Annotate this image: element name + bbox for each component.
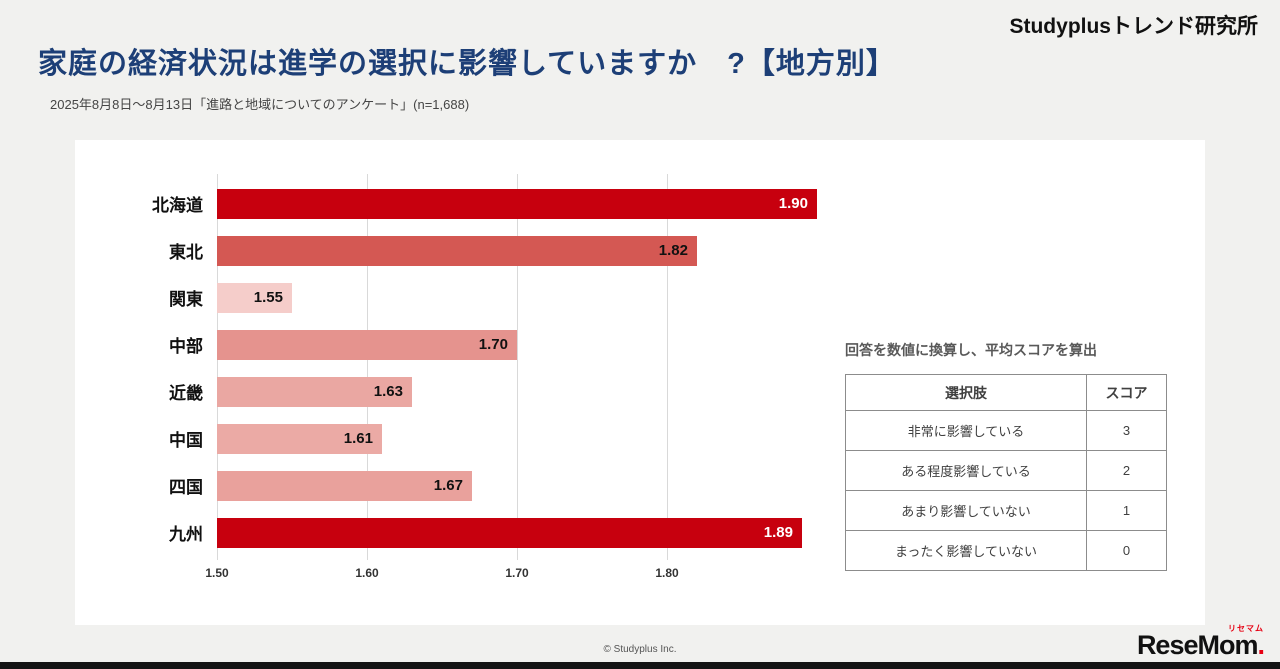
category-label: 東北 — [169, 243, 203, 262]
bar-track: 1.67 — [217, 470, 817, 501]
page-title: 家庭の経済状況は進学の選択に影響していますか ?【地方別】 — [38, 48, 896, 80]
score-table-header-row: 選択肢 スコア — [845, 374, 1167, 411]
score-table-row: 非常に影響している 3 — [845, 410, 1167, 451]
category-label: 近畿 — [169, 384, 203, 403]
score-table: 選択肢 スコア 非常に影響している 3 ある程度影響している 2 あまり影響していない 1… — [845, 374, 1167, 571]
bar-row: 中国 1.61 — [87, 415, 829, 462]
score-value-cell: 0 — [1086, 530, 1167, 571]
score-table-row: あまり影響していない 1 — [845, 490, 1167, 531]
bar-row: 関東 1.55 — [87, 274, 829, 321]
category-label: 北海道 — [152, 196, 203, 215]
bar-track: 1.55 — [217, 282, 817, 313]
bar-track: 1.63 — [217, 376, 817, 407]
bar-value-label: 1.55 — [253, 289, 283, 306]
score-table-header-choice: 選択肢 — [845, 374, 1087, 411]
resemom-dot: . — [1257, 630, 1264, 660]
category-label: 九州 — [169, 525, 203, 544]
score-value-cell: 1 — [1086, 490, 1167, 531]
bar-track: 1.89 — [217, 517, 817, 548]
bar: 1.55 — [217, 282, 292, 313]
bar-rows: 北海道 1.90 東北 1.82 関東 1.55 中部 1.70 近畿 1.63 中国 1.61 四国 1… — [87, 180, 829, 556]
bar: 1.67 — [217, 470, 472, 501]
bar-row: 中部 1.70 — [87, 321, 829, 368]
score-table-note: 回答を数値に換算し、平均スコアを算出 — [845, 342, 1097, 358]
copyright-text: © Studyplus Inc. — [603, 644, 677, 655]
score-value-cell: 3 — [1086, 410, 1167, 451]
bar: 1.70 — [217, 329, 517, 360]
bar: 1.61 — [217, 423, 382, 454]
gridline — [667, 174, 668, 560]
bar-track: 1.82 — [217, 235, 817, 266]
bar-row: 九州 1.89 — [87, 509, 829, 556]
score-value-cell: 2 — [1086, 450, 1167, 491]
bar-value-label: 1.67 — [433, 477, 463, 494]
x-tick-label: 1.50 — [205, 566, 229, 580]
bar-row: 北海道 1.90 — [87, 180, 829, 227]
bar-value-label: 1.61 — [343, 430, 373, 447]
score-choice-cell: あまり影響していない — [845, 490, 1087, 531]
score-choice-cell: ある程度影響している — [845, 450, 1087, 491]
bar-track: 1.61 — [217, 423, 817, 454]
bar-value-label: 1.82 — [658, 242, 688, 259]
bar-value-label: 1.90 — [778, 195, 808, 212]
gridline — [367, 174, 368, 560]
bar-row: 東北 1.82 — [87, 227, 829, 274]
resemom-logo: リセマム ReseMom. — [1136, 623, 1265, 660]
bar-row: 四国 1.67 — [87, 462, 829, 509]
bar: 1.82 — [217, 235, 697, 266]
score-legend-section: 回答を数値に換算し、平均スコアを算出 選択肢 スコア 非常に影響している 3 ある程… — [845, 140, 1185, 625]
bar: 1.63 — [217, 376, 412, 407]
bar: 1.90 — [217, 188, 817, 219]
studyplus-brand: Studyplusトレンド研究所 — [1009, 15, 1258, 38]
score-table-body: 非常に影響している 3 ある程度影響している 2 あまり影響していない 1 まったく影響して… — [845, 410, 1167, 571]
score-table-header-score: スコア — [1086, 374, 1167, 411]
survey-subtitle: 2025年8月8日～8月13日「進路と地域についてのアンケート」(n=1,688… — [50, 97, 470, 112]
bar-row: 近畿 1.63 — [87, 368, 829, 415]
bar-chart: 北海道 1.90 東北 1.82 関東 1.55 中部 1.70 近畿 1.63 中国 1.61 四国 1… — [75, 140, 829, 625]
chart-panel: 北海道 1.90 東北 1.82 関東 1.55 中部 1.70 近畿 1.63 中国 1.61 四国 1… — [75, 140, 1205, 625]
category-label: 中国 — [169, 431, 203, 450]
score-choice-cell: まったく影響していない — [845, 530, 1087, 571]
score-choice-cell: 非常に影響している — [845, 410, 1087, 451]
category-label: 関東 — [169, 290, 203, 309]
bar-track: 1.90 — [217, 188, 817, 219]
bar-track: 1.70 — [217, 329, 817, 360]
score-table-row: ある程度影響している 2 — [845, 450, 1167, 491]
gridline — [517, 174, 518, 560]
gridline — [217, 174, 218, 560]
category-label: 中部 — [169, 337, 203, 356]
bar-value-label: 1.89 — [763, 524, 793, 541]
x-tick-label: 1.60 — [355, 566, 379, 580]
chart-plot-area: 北海道 1.90 東北 1.82 関東 1.55 中部 1.70 近畿 1.63 中国 1.61 四国 1… — [87, 174, 829, 560]
resemom-katakana-label: リセマム — [1228, 624, 1264, 633]
score-table-row: まったく影響していない 0 — [845, 530, 1167, 571]
bar: 1.89 — [217, 517, 802, 548]
bottom-black-strip — [0, 662, 1280, 669]
gridlines — [217, 174, 817, 560]
bar-value-label: 1.70 — [478, 336, 508, 353]
category-label: 四国 — [169, 478, 203, 497]
x-tick-label: 1.70 — [505, 566, 529, 580]
x-axis: 1.50 1.60 1.70 1.80 — [205, 566, 817, 586]
x-tick-label: 1.80 — [655, 566, 679, 580]
resemom-wordmark: ReseMom. — [1136, 630, 1265, 660]
bar-value-label: 1.63 — [373, 383, 403, 400]
